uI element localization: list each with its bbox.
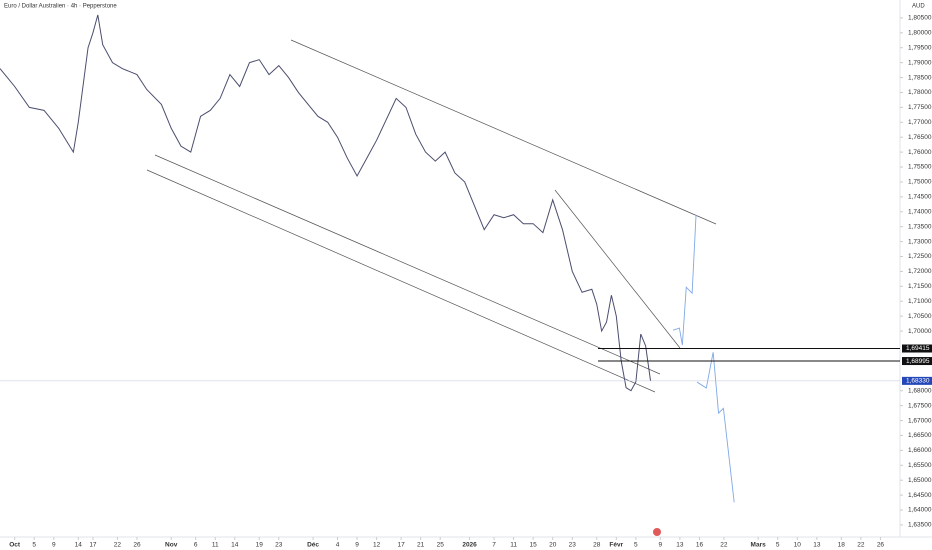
x-tick-label: Oct <box>9 542 21 549</box>
x-tick-label: 9 <box>355 542 359 549</box>
x-tick-label: 25 <box>437 542 445 549</box>
x-tick-label: 18 <box>838 542 846 549</box>
y-tick-label: 1,77500 <box>908 104 932 111</box>
x-tick-label: 2026 <box>462 542 477 549</box>
price-line <box>696 352 735 503</box>
last-price-box <box>902 376 932 385</box>
channel-mid <box>154 154 661 375</box>
x-tick-label: Nov <box>165 542 178 549</box>
x-tick-label: 7 <box>492 542 496 549</box>
level-label-box <box>902 357 932 366</box>
x-tick-label: 14 <box>231 542 239 549</box>
y-tick-label: 1,79000 <box>908 59 932 66</box>
y-tick-label: 1,65500 <box>908 462 932 469</box>
channel-bottom <box>146 169 656 393</box>
y-tick-label: 1,63500 <box>908 522 932 529</box>
channel-top <box>290 39 717 225</box>
y-tick-label: 1,80500 <box>908 15 932 22</box>
last-price-label: 1,68330 <box>906 378 930 385</box>
x-tick-label: 13 <box>676 542 684 549</box>
trend-lines <box>146 39 717 393</box>
y-tick-label: 1,65000 <box>908 477 932 484</box>
x-tick-label: 21 <box>417 542 425 549</box>
x-tick-label: 22 <box>114 542 122 549</box>
x-tick-label: Mars <box>751 542 767 549</box>
x-tick-label: 26 <box>877 542 885 549</box>
y-tick-label: 1,71500 <box>908 283 932 290</box>
y-tick-label: 1,73500 <box>908 223 932 230</box>
x-tick-label: 26 <box>133 542 141 549</box>
x-tick-label: 16 <box>696 542 704 549</box>
x-tick-label: 11 <box>212 542 219 549</box>
y-tick-label: 1,76000 <box>908 149 932 156</box>
y-tick-label: 1,71000 <box>908 298 932 305</box>
x-tick-label: 17 <box>89 542 97 549</box>
x-tick-label: 13 <box>813 542 821 549</box>
x-tick-label: 9 <box>659 542 663 549</box>
y-tick-label: 1,77000 <box>908 119 932 126</box>
y-tick-label: 1,67000 <box>908 417 932 424</box>
y-tick-label: 1,70500 <box>908 313 932 320</box>
x-tick-label: 17 <box>397 542 405 549</box>
x-tick-label: 20 <box>549 542 557 549</box>
x-tick-label: 14 <box>75 542 83 549</box>
x-tick-label: Déc <box>307 542 319 549</box>
event-icon[interactable] <box>653 528 661 536</box>
y-tick-label: 1,75500 <box>908 164 932 171</box>
price-line <box>672 215 697 346</box>
y-tick-label: 1,72000 <box>908 268 932 275</box>
y-tick-label: 1,76500 <box>908 134 932 141</box>
level-label: 1,69415 <box>906 345 930 352</box>
x-tick-label: 4 <box>336 542 340 549</box>
x-tick-label: 15 <box>530 542 538 549</box>
x-tick-label: 6 <box>194 542 198 549</box>
x-tick-label: 22 <box>857 542 865 549</box>
x-tick-label: 11 <box>510 542 517 549</box>
y-tick-label: 1,74000 <box>908 208 932 215</box>
x-tick-label: 5 <box>634 542 638 549</box>
y-tick-label: 1,72500 <box>908 253 932 260</box>
x-tick-label: 19 <box>256 542 264 549</box>
x-tick-label: 5 <box>776 542 780 549</box>
y-tick-label: 1,79500 <box>908 44 932 51</box>
x-tick-label: 9 <box>52 542 56 549</box>
level-label: 1,68995 <box>906 358 930 365</box>
wedge-line <box>554 189 681 349</box>
x-tick-label: 23 <box>275 542 283 549</box>
currency-label: AUD <box>912 4 925 10</box>
y-tick-label: 1,64500 <box>908 492 932 499</box>
level-label-box <box>902 344 932 353</box>
y-tick-label: 1,67500 <box>908 402 932 409</box>
y-tick-label: 1,74500 <box>908 194 932 201</box>
x-tick-label: 28 <box>593 542 601 549</box>
x-tick-label: 10 <box>794 542 802 549</box>
y-tick-label: 1,70000 <box>908 328 932 335</box>
y-tick-label: 1,66500 <box>908 432 932 439</box>
y-tick-label: 1,66000 <box>908 447 932 454</box>
x-tick-label: Févr <box>609 542 623 549</box>
x-tick-label: 22 <box>720 542 728 549</box>
y-tick-label: 1,80000 <box>908 30 932 37</box>
price-line <box>0 14 652 392</box>
y-tick-label: 1,73000 <box>908 238 932 245</box>
y-tick-label: 1,64000 <box>908 507 932 514</box>
y-tick-label: 1,68000 <box>908 387 932 394</box>
y-tick-label: 1,75000 <box>908 179 932 186</box>
y-tick-label: 1,78500 <box>908 74 932 81</box>
x-tick-label: 5 <box>32 542 36 549</box>
x-tick-label: 23 <box>569 542 577 549</box>
x-tick-label: 12 <box>373 542 381 549</box>
chart-title: Euro / Dollar Australien · 4h · Pepperst… <box>4 4 117 10</box>
y-tick-label: 1,78000 <box>908 89 932 96</box>
